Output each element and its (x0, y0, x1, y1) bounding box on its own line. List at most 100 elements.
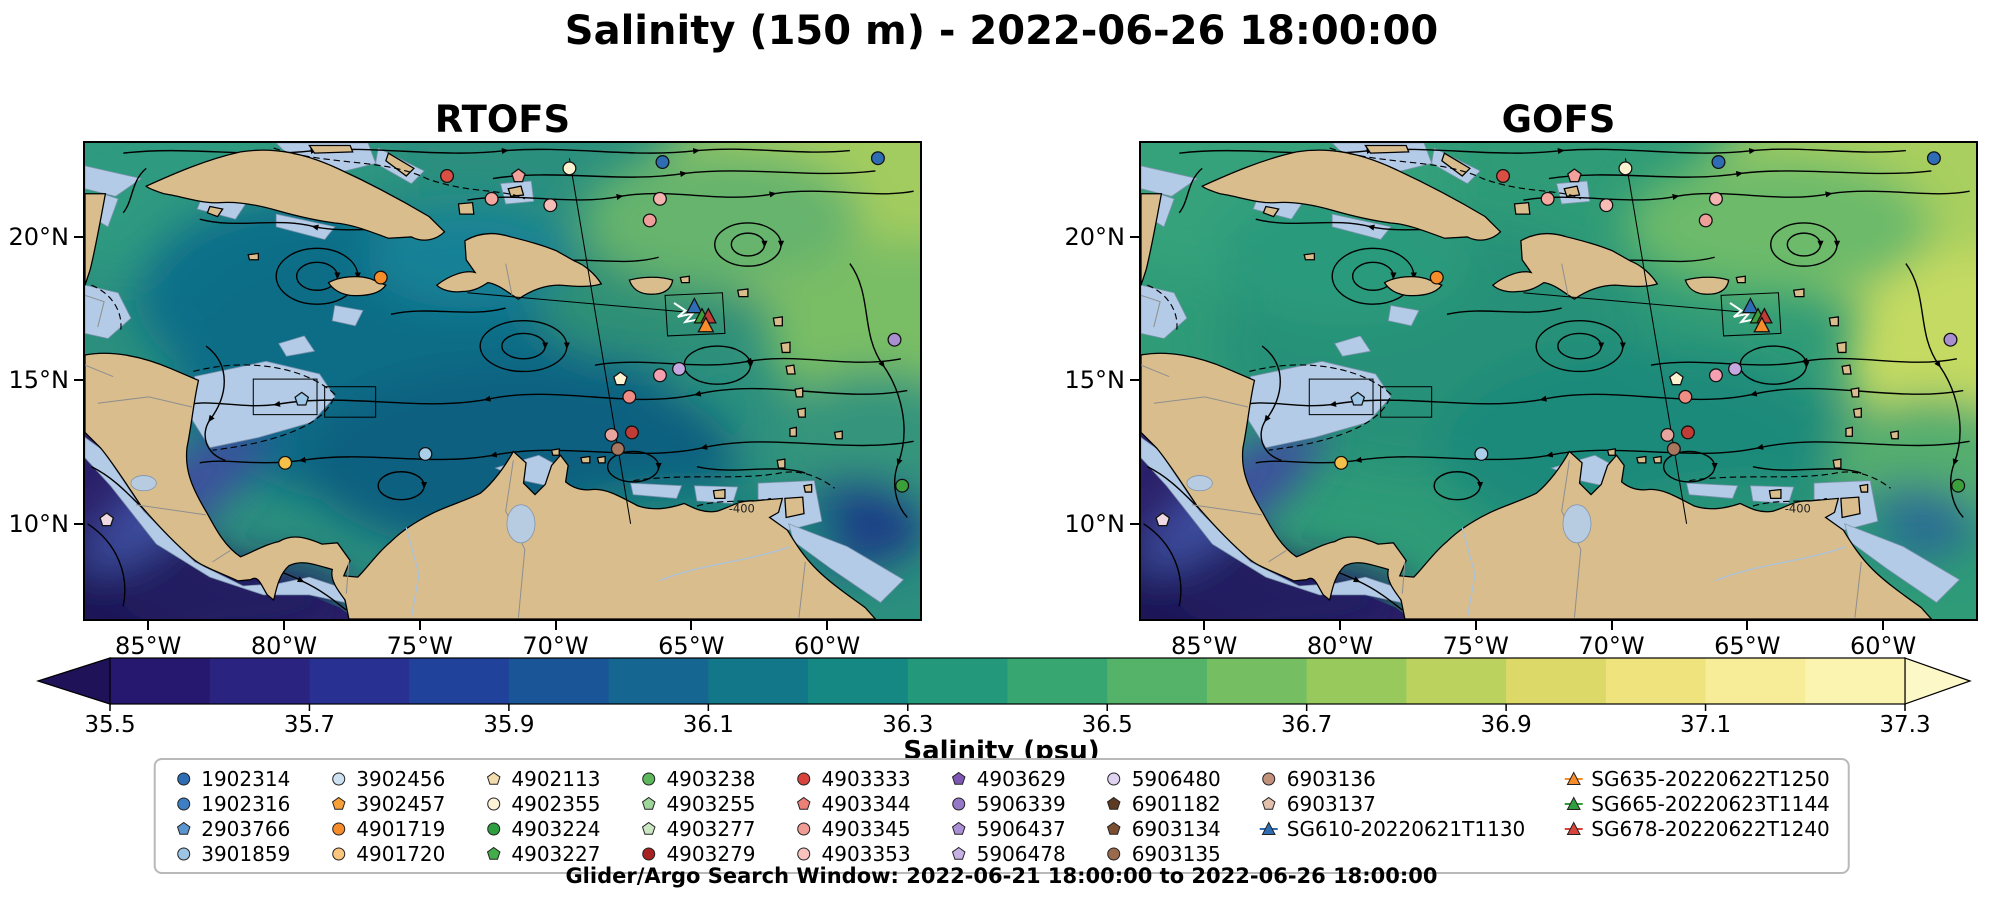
legend-label: 4903255 (666, 791, 756, 816)
legend-entry-4903224: 4903224 (483, 816, 600, 841)
legend-entry-empty (1563, 841, 1830, 866)
rtofs-float-markers (99, 151, 910, 527)
legend-entry-1902316: 1902316 (173, 791, 290, 816)
legend-label: SG665-20220623T1144 (1591, 791, 1830, 816)
circle-map-marker (604, 427, 619, 442)
legend-label: SG635-20220622T1250 (1591, 766, 1830, 791)
legend-label: 4902355 (511, 791, 601, 816)
legend-entry-4903344: 4903344 (794, 791, 911, 816)
legend-entry-4903255: 4903255 (638, 791, 756, 816)
triangle-marker-icon (1259, 820, 1278, 835)
y-tick (74, 236, 83, 238)
legend-entry-4901720: 4901720 (328, 841, 445, 866)
search-window-note: Glider/Argo Search Window: 2022-06-21 18… (565, 864, 1438, 888)
colorbar-tick-label: 37.1 (1680, 712, 1731, 734)
x-tick (1203, 621, 1206, 630)
colorbar-tick-label: 36.7 (1281, 712, 1332, 734)
figure-title: Salinity (150 m) - 2022-06-26 18:00:00 (564, 8, 1439, 54)
legend-entry-SG665-20220623T1144: SG665-20220623T1144 (1563, 791, 1830, 816)
pentagon-map-marker (1155, 512, 1171, 527)
circle-map-marker (870, 151, 885, 166)
legend-entry-1902314: 1902314 (173, 766, 290, 791)
legend-label: 3902457 (356, 791, 446, 816)
colorbar-tick-label: 36.9 (1481, 712, 1532, 734)
legend-entry-4903279: 4903279 (638, 841, 756, 866)
pentagon-marker-icon (331, 796, 346, 810)
x-tick-label: 75°W (1442, 632, 1509, 660)
panel-title-gofs: GOFS (1501, 98, 1616, 141)
circle-map-marker (543, 198, 558, 213)
legend-label: SG610-20220621T1130 (1286, 816, 1526, 841)
circle-map-marker (1708, 191, 1723, 206)
circle-map-marker (1496, 169, 1511, 183)
circle-map-marker (895, 478, 910, 493)
legend-label: 1902314 (201, 766, 291, 791)
pentagon-map-marker (1350, 391, 1366, 406)
colorbar-tick-label: 37.3 (1879, 712, 1930, 734)
legend-label: 4901719 (356, 816, 446, 841)
x-tick-label: 85°W (115, 632, 182, 660)
circle-marker-icon (1107, 772, 1121, 785)
y-tick (1130, 379, 1139, 382)
x-tick (826, 621, 829, 630)
circle-map-marker (1711, 155, 1726, 170)
rtofs-map (83, 141, 922, 621)
pentagon-marker-icon (486, 771, 501, 785)
pentagon-marker-icon (1261, 796, 1276, 810)
legend-entry-4902355: 4902355 (483, 791, 600, 816)
x-tick (1882, 621, 1885, 630)
legend-entry-4903227: 4903227 (483, 841, 600, 866)
circle-marker-icon (486, 822, 500, 835)
circle-map-marker (642, 213, 657, 228)
gofs-float-markers (1155, 151, 1966, 527)
circle-map-marker (652, 191, 667, 206)
colorbar-tick-label: 36.3 (882, 712, 933, 734)
x-tick-label: 80°W (1306, 632, 1374, 660)
x-tick (690, 621, 693, 630)
legend-entry-4903238: 4903238 (638, 766, 756, 791)
circle-map-marker (1666, 441, 1681, 456)
x-tick-label: 70°W (522, 632, 589, 660)
circle-map-marker (1926, 151, 1941, 166)
circle-marker-icon (331, 772, 345, 785)
legend-entry-3901859: 3901859 (173, 841, 290, 866)
triangle-marker-icon (1564, 795, 1583, 810)
circle-map-marker (652, 368, 667, 383)
colorbar: 35.5 35.7 35.9 36.1 36.3 36.5 36.7 36.9 37.1 37.3 (36, 657, 1972, 734)
legend-label: 4903224 (511, 816, 601, 841)
circle-map-marker (1540, 191, 1555, 206)
circle-map-marker (1618, 161, 1633, 176)
circle-marker-icon (797, 772, 811, 785)
legend-entry-SG610-20220621T1130: SG610-20220621T1130 (1259, 816, 1526, 841)
circle-map-marker (672, 361, 687, 376)
legend-label: 4901720 (356, 841, 446, 866)
pentagon-marker-icon (951, 821, 966, 835)
legend-label: 5906478 (976, 841, 1066, 866)
colorbar-tick-label: 35.9 (483, 712, 534, 734)
legend-entry-6903134: 6903134 (1104, 816, 1221, 841)
legend-entry-4903345: 4903345 (794, 816, 911, 841)
legend-entry-3902457: 3902457 (328, 791, 445, 816)
legend-label: 5906437 (976, 816, 1066, 841)
circle-map-marker (655, 155, 670, 170)
legend-entry-4903353: 4903353 (794, 841, 911, 866)
colorbar-tick-label: 35.7 (284, 712, 335, 734)
legend-label: 5906339 (976, 791, 1066, 816)
legend-label: 4903345 (821, 816, 911, 841)
panel-title-rtofs: RTOFS (434, 98, 571, 141)
x-tick (1474, 621, 1477, 630)
legend-entry-4902113: 4902113 (483, 766, 600, 791)
circle-marker-icon (641, 772, 655, 785)
colorbar-tick-label: 35.5 (84, 712, 135, 734)
pentagon-marker-icon (796, 796, 811, 810)
y-tick (74, 379, 83, 382)
y-tick (1130, 522, 1139, 525)
pentagon-map-marker (511, 168, 526, 183)
circle-map-marker (1660, 427, 1675, 442)
pentagon-marker-icon (176, 821, 191, 835)
legend-entry-6901182: 6901182 (1104, 791, 1221, 816)
x-tick-label: 65°W (1714, 632, 1781, 660)
legend-label: 6901182 (1131, 791, 1221, 816)
circle-map-marker (1334, 455, 1349, 470)
